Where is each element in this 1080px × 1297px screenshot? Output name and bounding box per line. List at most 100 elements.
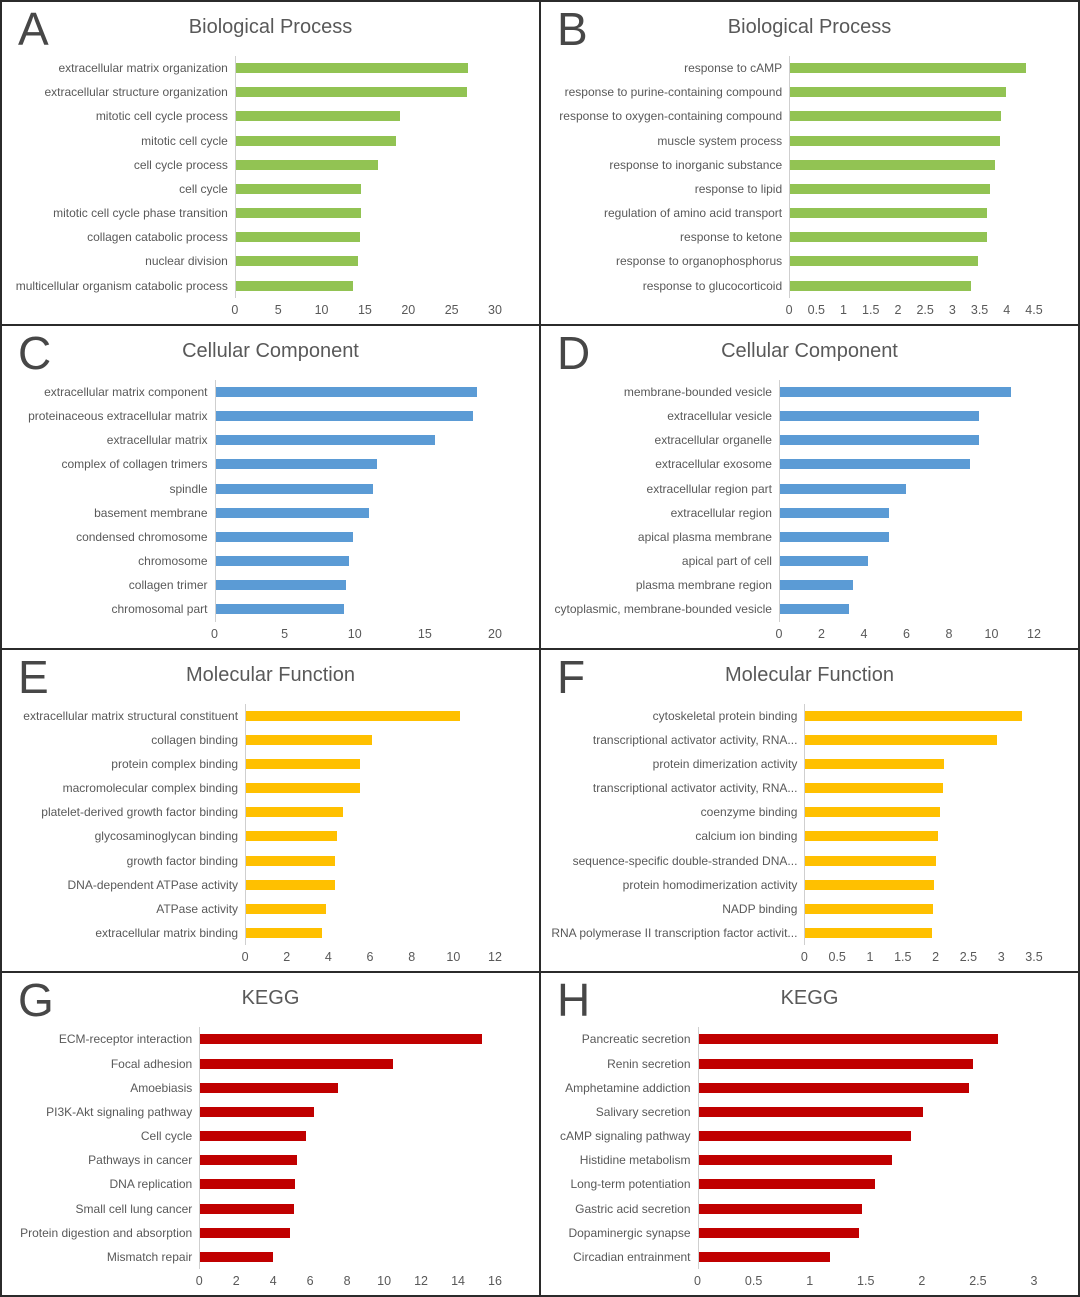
bar (697, 1106, 923, 1117)
panel-letter-a: A (18, 3, 49, 55)
bar-chart-e: extracellular matrix structural constitu… (16, 698, 525, 968)
category-label: Salivary secretion (555, 1105, 698, 1119)
x-axis-tick: 5 (281, 626, 289, 641)
category-label-text: Dopaminergic synapse (568, 1225, 691, 1240)
bar (234, 208, 361, 219)
bar (234, 280, 353, 291)
category-label: protein homodimerization activity (555, 878, 804, 892)
bar-row: coenzyme binding (555, 800, 1064, 824)
category-label: extracellular matrix organization (16, 61, 235, 75)
category-label-text: membrane-bounded vesicle (623, 384, 772, 399)
bar (245, 783, 360, 794)
bar-track (697, 1100, 1064, 1124)
category-label-text: Circadian entrainment (573, 1249, 691, 1264)
category-label-text: transcriptional activator activity, RNA.… (592, 732, 798, 747)
category-label-text: Mismatch repair (106, 1249, 193, 1264)
bar-row: mitotic cell cycle phase transition (16, 201, 525, 225)
bar-row: macromolecular complex binding (16, 776, 525, 800)
bar-row: cell cycle process (16, 153, 525, 177)
bar-chart-f: cytoskeletal protein binding transcriptio… (551, 698, 1064, 968)
bar-row: nuclear division (16, 249, 525, 273)
category-label-text: protein complex binding (111, 756, 239, 771)
bar (234, 183, 361, 194)
y-axis-line (804, 703, 806, 946)
x-axis-tick: 0 (241, 950, 249, 965)
bar-row: mitotic cell cycle (16, 129, 525, 153)
bar-rows: response to cAMP response to purine-conta… (555, 56, 1064, 298)
bar-row: cell cycle (16, 177, 525, 201)
category-label: response to glucocorticoid (555, 279, 789, 293)
x-axis-tick: 0 (211, 626, 218, 641)
bar-row: protein complex binding (16, 752, 525, 776)
x-axis-tick: 0 (785, 302, 793, 317)
category-label: extracellular region part (555, 482, 779, 496)
category-label: PI3K-Akt signaling pathway (16, 1105, 199, 1119)
bar-track (234, 129, 525, 153)
category-label: response to oxygen-containing compound (555, 109, 789, 123)
bar-track (789, 153, 1064, 177)
category-label-text: collagen trimer (128, 578, 208, 593)
bar-track (245, 824, 525, 848)
x-axis-tick: 1 (866, 950, 874, 965)
bar-row: mitotic cell cycle process (16, 104, 525, 128)
bar-track (214, 573, 526, 597)
category-label-text: Gastric acid secretion (575, 1201, 691, 1216)
bar-row: Histidine metabolism (555, 1148, 1064, 1172)
bar-row: DNA-dependent ATPase activity (16, 873, 525, 897)
category-label-text: calcium ion binding (695, 829, 798, 844)
category-label-text: extracellular vesicle (667, 409, 772, 423)
bar-track (804, 873, 1064, 897)
category-label: mitotic cell cycle process (16, 109, 235, 123)
bar (778, 386, 1011, 397)
y-axis-line (234, 56, 236, 298)
bar-track (234, 56, 525, 80)
x-axis-tick: 2.5 (969, 1274, 987, 1288)
x-axis: 0 5 10 15 20 25 30 (231, 298, 502, 320)
bar-track (804, 800, 1064, 824)
category-label: condensed chromosome (16, 530, 215, 544)
category-label-text: proteinaceous extracellular matrix (28, 409, 208, 423)
bar-track (789, 274, 1064, 298)
x-axis-tick: 10 (347, 626, 362, 641)
bar-row: response to oxygen-containing compound (555, 104, 1064, 128)
bar-chart-g: ECM-receptor interaction Focal adhesion Am… (16, 1021, 525, 1291)
bar-row: muscle system process (555, 129, 1064, 153)
category-label-text: complex of collagen trimers (61, 457, 208, 472)
category-label: response to lipid (555, 182, 789, 196)
x-axis-tick: 16 (488, 1274, 502, 1288)
category-label-text: Amoebiasis (130, 1080, 193, 1095)
bar (199, 1131, 307, 1142)
category-label-text: chromosomal part (111, 602, 208, 617)
bar-row: Circadian entrainment (555, 1245, 1064, 1269)
bar-track (778, 597, 1064, 621)
x-axis-tick: 1.5 (857, 1274, 875, 1288)
x-axis-tick: 3 (948, 302, 956, 317)
category-label: response to purine-containing compound (555, 85, 789, 99)
category-label-text: extracellular matrix component (44, 384, 208, 399)
category-label: RNA polymerase II transcription factor a… (551, 926, 804, 940)
x-axis-tick: 20 (401, 302, 416, 317)
panel-letter-g: G (18, 974, 54, 1027)
bar-row: glycosaminoglycan binding (16, 824, 525, 848)
bar (804, 903, 933, 914)
bar-track (245, 849, 525, 873)
x-axis-tick: 25 (444, 302, 459, 317)
bar (199, 1227, 290, 1238)
bar-track (804, 849, 1064, 873)
bar-track (789, 225, 1064, 249)
bar-track (245, 800, 525, 824)
category-label: response to inorganic substance (555, 158, 789, 172)
category-label-text: response to lipid (694, 181, 783, 196)
category-label-text: mitotic cell cycle (141, 133, 228, 148)
category-label: nuclear division (16, 254, 235, 268)
bar-track (789, 129, 1064, 153)
category-label-text: cAMP signaling pathway (559, 1129, 691, 1144)
bar-row: ECM-receptor interaction (16, 1027, 525, 1051)
category-label-text: Protein digestion and absorption (20, 1225, 193, 1240)
category-label: calcium ion binding (555, 829, 804, 843)
x-axis-tick: 1.5 (862, 302, 880, 317)
category-label-text: response to inorganic substance (609, 157, 783, 172)
bar-track (199, 1172, 525, 1196)
category-label: Protein digestion and absorption (16, 1226, 199, 1240)
